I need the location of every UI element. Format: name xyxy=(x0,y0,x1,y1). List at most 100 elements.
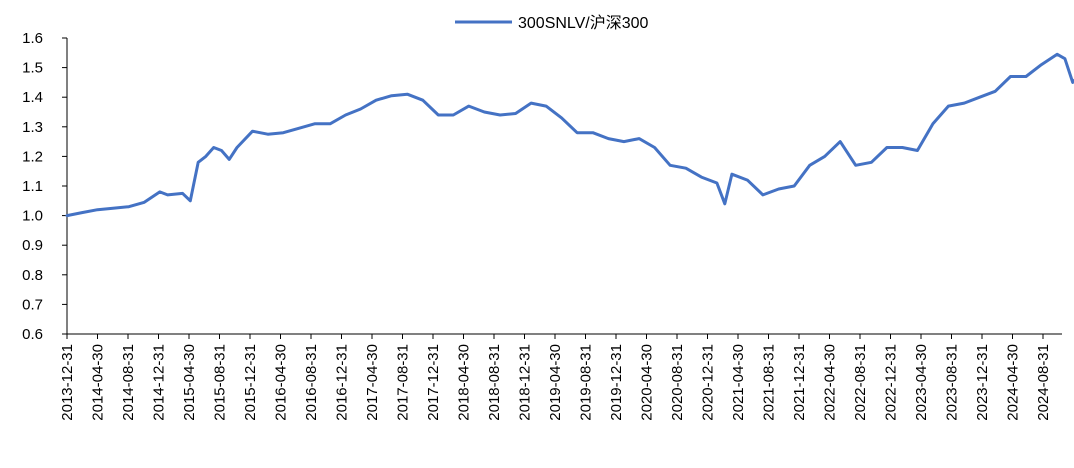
data-point xyxy=(159,191,161,193)
x-tick-label: 2018-12-31 xyxy=(517,344,534,421)
data-point xyxy=(166,194,169,196)
data-point xyxy=(236,146,238,149)
y-tick-label: 0.8 xyxy=(22,267,43,284)
data-point xyxy=(437,114,440,116)
x-tick-label: 2024-08-31 xyxy=(1035,344,1052,421)
data-point xyxy=(81,211,83,214)
data-point xyxy=(560,117,563,119)
x-tick-label: 2014-12-31 xyxy=(151,344,168,421)
x-axis: 2013-12-31 2014-04-30 2014-08-31 2014-12-31… xyxy=(59,333,1062,421)
x-tick-label: 2015-12-31 xyxy=(242,344,259,421)
data-point xyxy=(514,112,517,115)
data-point xyxy=(545,105,547,107)
x-tick-label: 2019-08-31 xyxy=(578,344,595,421)
data-point xyxy=(1071,81,1074,84)
data-point xyxy=(251,130,254,132)
data-point xyxy=(978,96,981,98)
data-point xyxy=(731,173,733,175)
plot-area xyxy=(65,52,1074,218)
legend-label: 300SNLV/沪深300 xyxy=(518,14,649,32)
data-point xyxy=(499,114,501,116)
data-point xyxy=(653,146,656,149)
y-tick-label: 0.7 xyxy=(22,296,43,313)
data-point xyxy=(793,185,795,187)
data-point xyxy=(700,176,703,178)
x-tick-label: 2022-12-31 xyxy=(883,344,900,421)
x-tick-label: 2020-04-30 xyxy=(639,344,656,421)
data-point xyxy=(623,140,625,143)
data-point xyxy=(197,161,199,164)
data-point xyxy=(870,161,873,164)
data-point xyxy=(530,102,532,104)
x-tick-label: 2023-12-31 xyxy=(974,344,991,421)
data-point xyxy=(267,133,269,135)
data-point xyxy=(422,99,424,101)
data-point xyxy=(212,146,215,149)
x-tick-label: 2015-04-30 xyxy=(181,344,198,421)
data-point xyxy=(724,203,726,205)
x-tick-label: 2021-08-31 xyxy=(761,344,778,421)
data-point xyxy=(823,155,826,158)
y-axis: 0.6 0.7 0.8 0.9 1.0 1.1 1.2 1.3 1.4 1.5 1.6 xyxy=(22,30,68,343)
x-tick-label: 2020-08-31 xyxy=(669,344,686,421)
data-point xyxy=(576,131,578,134)
x-tick-label: 2018-08-31 xyxy=(486,344,503,421)
data-point xyxy=(1040,63,1043,66)
data-point xyxy=(359,108,362,110)
data-point xyxy=(947,105,950,107)
data-point xyxy=(205,155,207,158)
x-tick-label: 2024-04-30 xyxy=(1005,344,1022,421)
x-tick-label: 2017-04-30 xyxy=(364,344,381,421)
data-point xyxy=(963,102,965,104)
x-tick-label: 2023-08-31 xyxy=(944,344,961,421)
data-point xyxy=(282,131,285,134)
data-point xyxy=(220,149,223,152)
data-point xyxy=(1064,57,1066,60)
data-point xyxy=(886,146,888,149)
x-tick-label: 2015-08-31 xyxy=(212,344,229,421)
data-point xyxy=(777,188,780,190)
y-tick-label: 0.9 xyxy=(22,237,43,254)
data-point xyxy=(96,208,99,211)
data-point xyxy=(746,179,749,181)
x-tick-label: 2014-08-31 xyxy=(120,344,137,421)
data-point xyxy=(1056,53,1058,56)
data-point xyxy=(375,99,377,101)
x-tick-label: 2021-04-30 xyxy=(730,344,747,421)
data-point xyxy=(1009,75,1012,78)
data-point xyxy=(406,93,409,95)
data-point xyxy=(669,164,671,167)
data-point xyxy=(112,207,114,209)
data-point xyxy=(313,123,316,125)
legend: 300SNLV/沪深300 xyxy=(455,14,649,32)
x-tick-label: 2016-08-31 xyxy=(303,344,320,421)
x-tick-label: 2021-12-31 xyxy=(791,344,808,421)
data-point xyxy=(128,205,130,208)
data-point xyxy=(228,158,230,161)
y-tick-label: 1.3 xyxy=(22,119,43,136)
series-line xyxy=(65,52,1074,218)
data-point xyxy=(994,90,996,93)
x-tick-label: 2018-04-30 xyxy=(456,344,473,421)
data-point xyxy=(143,201,146,204)
x-tick-label: 2017-12-31 xyxy=(425,344,442,421)
x-tick-label: 2013-12-31 xyxy=(59,344,76,421)
data-point xyxy=(716,182,718,184)
data-point xyxy=(901,146,904,149)
data-point xyxy=(685,167,687,169)
y-tick-label: 1.0 xyxy=(22,208,43,225)
data-point xyxy=(839,140,841,143)
data-point xyxy=(916,149,919,152)
data-point xyxy=(189,200,192,202)
y-tick-label: 0.6 xyxy=(22,326,43,343)
x-tick-label: 2019-12-31 xyxy=(608,344,625,421)
x-tick-label: 2014-04-30 xyxy=(90,344,107,421)
x-tick-label: 2019-04-30 xyxy=(547,344,564,421)
data-point xyxy=(854,164,857,167)
x-tick-label: 2017-08-31 xyxy=(395,344,412,421)
data-point xyxy=(607,137,610,140)
data-point xyxy=(390,94,393,97)
y-tick-label: 1.1 xyxy=(22,178,43,195)
y-tick-label: 1.5 xyxy=(22,60,43,77)
y-tick-label: 1.4 xyxy=(22,89,43,106)
